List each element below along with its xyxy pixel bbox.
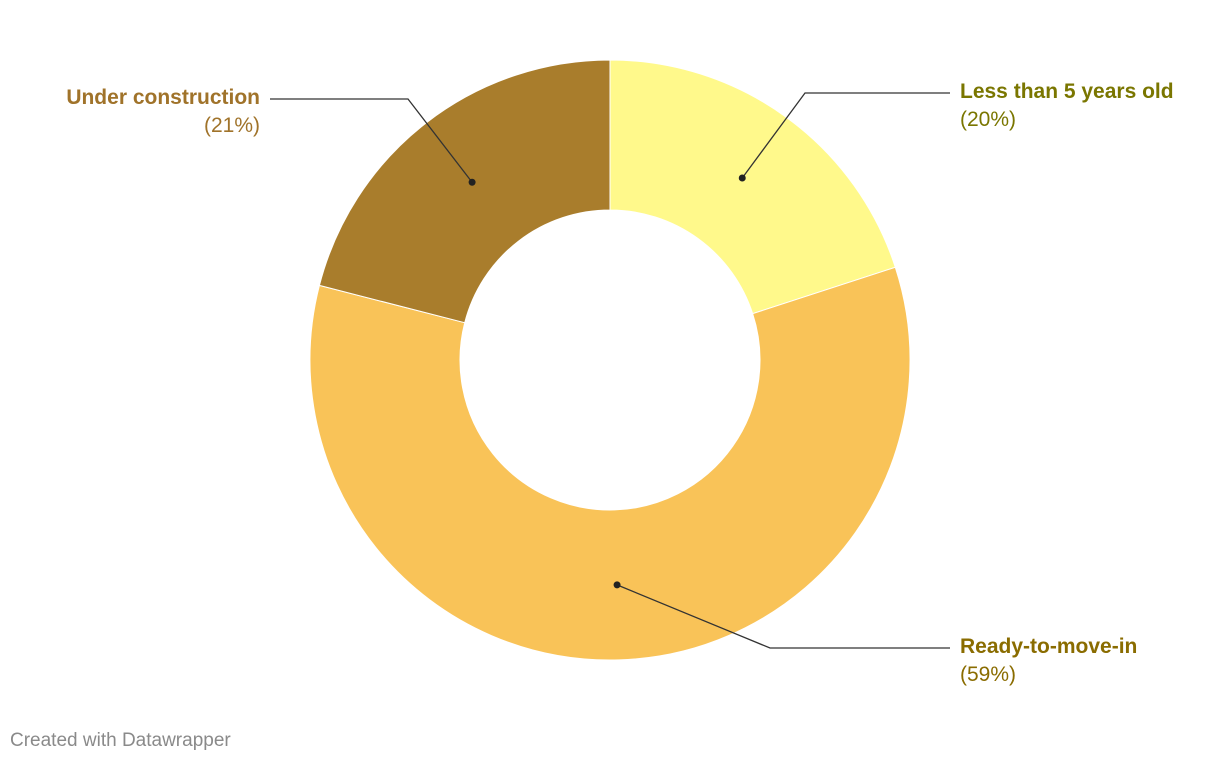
slice-anchor-dot [613, 581, 621, 589]
slice-label: Ready-to-move-in (59%) [960, 633, 1137, 689]
donut-slice-under-construction [318, 59, 611, 324]
donut-slice-ready-to-move-in [309, 266, 911, 661]
slice-anchor-dot [738, 174, 746, 182]
slice-label-percent: (21%) [203, 114, 260, 137]
donut-slice-less-than-5-years-old [609, 59, 896, 315]
slice-label-name: Less than 5 years old [960, 80, 1174, 103]
footer-credit: Created with Datawrapper [10, 730, 231, 751]
slice-label: Under construction (21%) [66, 84, 260, 140]
slice-label-percent: (20%) [960, 108, 1017, 131]
slice-label-percent: (59%) [960, 663, 1017, 686]
slice-label-name: Ready-to-move-in [960, 635, 1138, 658]
slice-label: Less than 5 years old (20%) [960, 78, 1174, 134]
slice-label-name: Under construction [66, 86, 260, 109]
slice-connector-line [616, 584, 950, 649]
slice-anchor-dot [468, 178, 476, 186]
slice-connector-line [270, 98, 473, 183]
slice-connector-line [741, 92, 950, 179]
